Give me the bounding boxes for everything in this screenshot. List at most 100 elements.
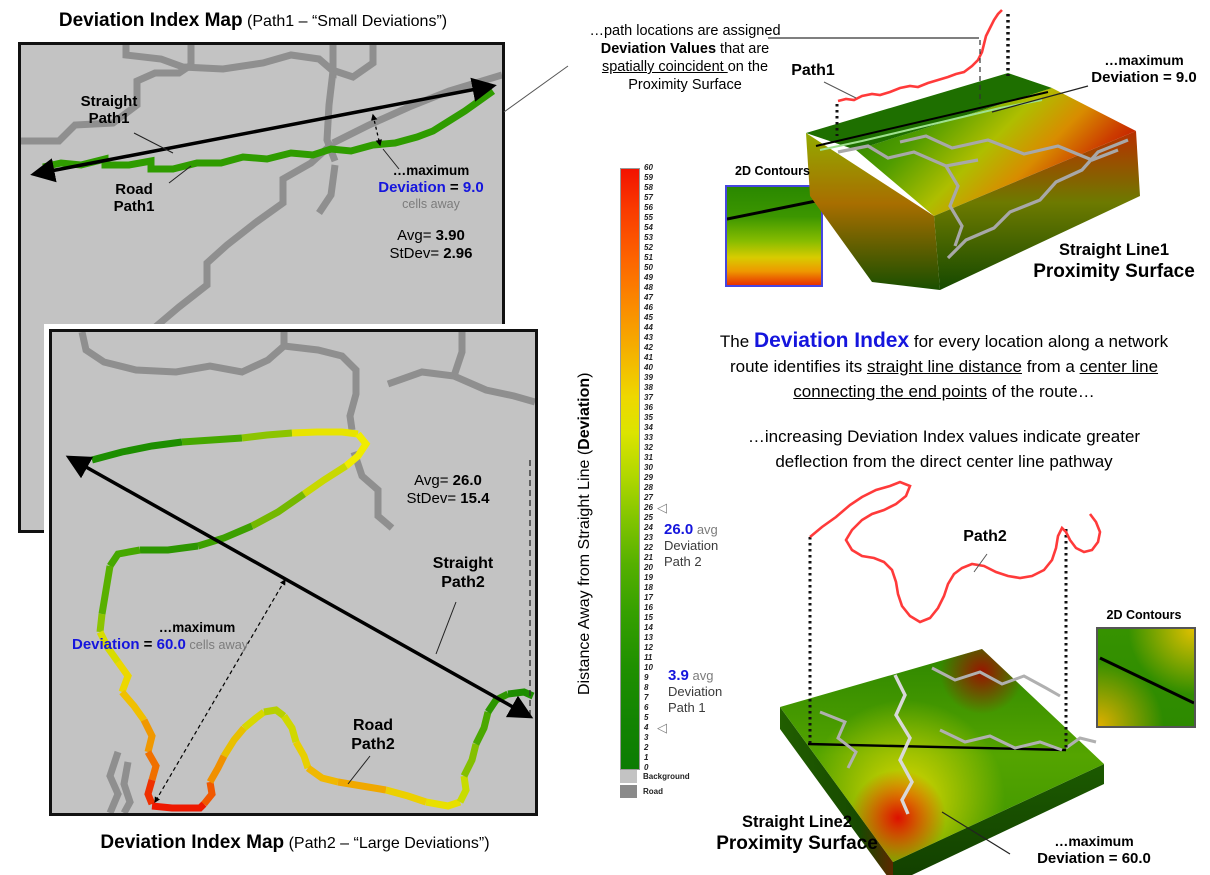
legend-tick: 23	[644, 533, 653, 542]
legend-path1-note: 3.9 avg Deviation Path 1	[668, 667, 723, 716]
legend-tick: 37	[644, 393, 653, 402]
legend-path2-note: 26.0 avg Deviation Path 2	[664, 521, 719, 570]
map1-straight-path-label: Straight Path1	[80, 93, 138, 127]
map1-title: Deviation Index Map (Path1 – “Small Devi…	[18, 10, 488, 32]
map2-max-deviation-dashed-arrow	[154, 578, 286, 804]
map1-straight-line-arrow	[30, 77, 497, 183]
map2-road-label-pointer	[347, 755, 371, 785]
annotation-to-map1-connector	[503, 65, 569, 113]
legend-tick: 22	[644, 543, 653, 552]
surface2-path2-trace	[893, 674, 914, 815]
legend-tick: 45	[644, 313, 653, 322]
legend-tick: 18	[644, 583, 653, 592]
legend-tick: 7	[644, 693, 649, 702]
map2-straight-line-arrow	[65, 455, 534, 719]
legend-tick: 60	[644, 163, 653, 172]
inset2-label: 2D Contours	[1106, 608, 1182, 622]
legend-tick: 34	[644, 423, 653, 432]
surface2-path2-label: Path2	[963, 528, 1007, 545]
surface1-top-face	[856, 88, 1136, 216]
legend-tick: 17	[644, 593, 653, 602]
legend-road-swatch	[620, 785, 637, 798]
legend-tick: 58	[644, 183, 653, 192]
legend-tick: 53	[644, 233, 653, 242]
legend-tick: 40	[644, 363, 653, 372]
map1-stdev: StDev= 2.96	[389, 245, 473, 262]
surface2-title: Straight Line2 Proximity Surface	[716, 813, 878, 854]
legend-tick: 29	[644, 473, 653, 482]
legend-tick: 59	[644, 173, 653, 182]
legend-tick: 41	[644, 353, 653, 362]
map2-maximum-block: …maximum Deviation = 60.0 cells away	[72, 620, 322, 654]
deviation-index-description: The Deviation Index for every location a…	[719, 329, 1169, 471]
legend-tick: 6	[644, 703, 649, 712]
map1-avg: Avg= 3.90	[397, 227, 465, 244]
legend-tick: 43	[644, 333, 653, 342]
map1-maximum-text: …maximum	[392, 163, 470, 178]
inset2-center-line	[1099, 656, 1194, 705]
legend-tick: 20	[644, 563, 653, 572]
legend-tick: 26	[644, 503, 653, 512]
surface2-path2-label-pointer	[973, 553, 988, 573]
legend-tick: 39	[644, 373, 653, 382]
legend-tick: 15	[644, 613, 653, 622]
legend-tick: 56	[644, 203, 653, 212]
legend-marker-4-icon: ◁	[657, 720, 667, 735]
legend-tick: 9	[644, 673, 649, 682]
legend-tick: 21	[644, 553, 653, 562]
path1-avg-value: 3.9	[668, 667, 689, 684]
surface1-path1-label: Path1	[791, 62, 835, 79]
legend-tick: 52	[644, 243, 653, 252]
surface1-center-line	[815, 91, 1049, 147]
map2-caption-note: (Path2 – “Large Deviations”)	[284, 835, 490, 852]
surface1-left-face	[806, 133, 940, 290]
legend-marker-26-icon: ◁	[657, 500, 667, 515]
map1-title-note: (Path1 – “Small Deviations”)	[242, 13, 448, 30]
surface1-maximum-pointer	[991, 85, 1089, 113]
map1-road-label-pointer	[168, 165, 192, 184]
legend-tick: 31	[644, 453, 653, 462]
map2-maximum-text: …maximum	[158, 620, 236, 635]
legend-tick: 8	[644, 683, 649, 692]
surface1-path1-trace	[819, 99, 1043, 151]
legend-tick: 11	[644, 653, 653, 662]
legend-tick: 50	[644, 263, 653, 272]
surface2-2d-contours-inset	[1096, 627, 1196, 728]
map2-straight-path-label: Straight Path2	[432, 555, 494, 591]
map1-deviation-value: Deviation = 9.0	[378, 179, 484, 196]
surface1-2d-contours-inset	[725, 185, 823, 287]
legend-tick: 4	[644, 723, 649, 732]
legend-tick: 46	[644, 303, 653, 312]
legend-tick: 0	[644, 763, 649, 772]
legend-tick: 27	[644, 493, 653, 502]
map1-cells-away: cells away	[402, 197, 460, 211]
map2-caption-bold: Deviation Index Map	[100, 832, 285, 853]
legend-tick: 13	[644, 633, 653, 642]
map2-avg: Avg= 26.0	[414, 472, 482, 489]
map2-straight-label-pointer	[435, 601, 457, 655]
map2-drawing	[65, 332, 535, 813]
surface2-maximum-note: …maximum Deviation = 60.0	[1037, 833, 1151, 867]
map2-stats-block: Avg= 26.0 StDev= 15.4	[382, 472, 514, 508]
legend-background-label: Background	[643, 772, 690, 781]
surface2-maximum-pointer	[941, 811, 1011, 855]
legend-tick: 54	[644, 223, 653, 232]
map1-maximum-pointer-line	[382, 148, 400, 170]
legend-road-label: Road	[643, 787, 663, 796]
legend-tick: 38	[644, 383, 653, 392]
surface1-path1-red-profile	[837, 9, 1003, 103]
legend-tick: 19	[644, 573, 653, 582]
legend-tick: 14	[644, 623, 653, 632]
legend-tick: 3	[644, 733, 649, 742]
path2-avg-value: 26.0	[664, 521, 694, 538]
legend-tick: 32	[644, 443, 653, 452]
legend-background-swatch	[620, 770, 637, 783]
legend-tick: 28	[644, 483, 653, 492]
path-locations-annotation: …path locations are assigned Deviation V…	[589, 23, 781, 93]
map1-max-deviation-dashed-arrow	[371, 113, 382, 147]
legend-tick: 25	[644, 513, 653, 522]
surface1-title: Straight Line1 Proximity Surface	[1033, 241, 1195, 282]
map2-road-path-label: Road Path2	[351, 717, 395, 753]
legend-tick: 51	[644, 253, 653, 262]
map2-deviation-value: Deviation = 60.0 cells away	[72, 636, 249, 653]
